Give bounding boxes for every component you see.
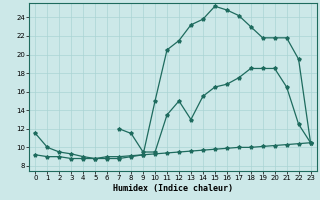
X-axis label: Humidex (Indice chaleur): Humidex (Indice chaleur)	[113, 184, 233, 193]
